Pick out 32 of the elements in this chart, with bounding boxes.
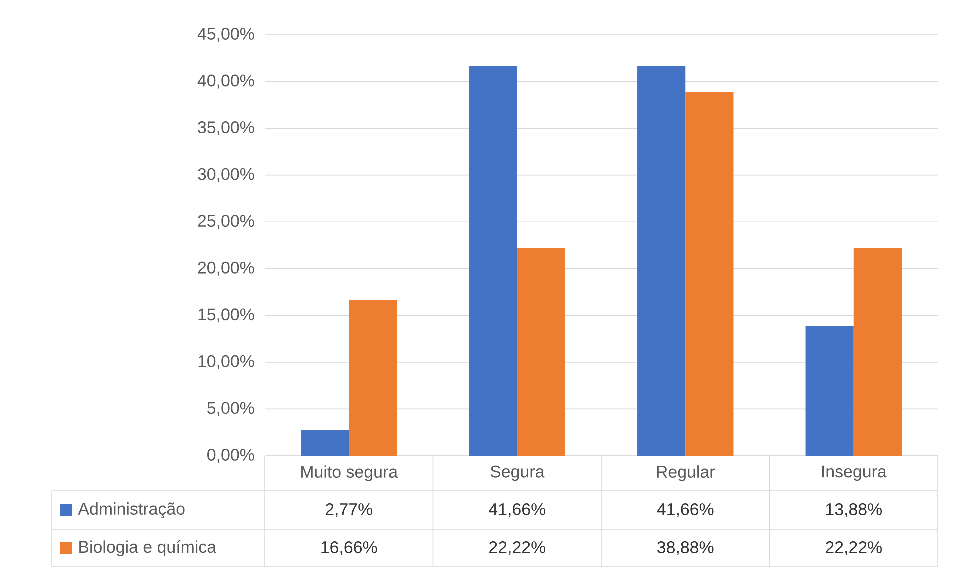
- y-tick-label: 10,00%: [198, 355, 254, 370]
- data-label: 13,88%: [826, 503, 882, 518]
- bar: [638, 66, 686, 456]
- x-tick-label: Muito segura: [302, 466, 398, 482]
- data-label: 16,66%: [322, 541, 378, 556]
- bar: [517, 248, 566, 456]
- bar: [686, 92, 734, 456]
- bar: [854, 248, 902, 456]
- data-label: 22,22%: [490, 541, 546, 556]
- y-tick-label: 20,00%: [198, 262, 254, 276]
- y-tick-label: 40,00%: [198, 74, 254, 89]
- x-tick-label: Segura: [490, 466, 545, 482]
- y-tick-label: 5,00%: [208, 402, 254, 416]
- y-tick-label: 35,00%: [198, 122, 254, 136]
- x-tick-label: Regular: [657, 466, 715, 482]
- bar: [301, 430, 350, 456]
- y-tick-label: 15,00%: [198, 308, 254, 323]
- data-label: 2,77%: [326, 503, 373, 518]
- legend-label: Administração: [78, 502, 185, 518]
- data-label: 38,88%: [658, 541, 714, 556]
- data-label: 41,66%: [657, 503, 714, 518]
- data-label: 41,66%: [489, 503, 546, 518]
- y-tick-label: 25,00%: [198, 215, 254, 230]
- legend-label: Biologia e química: [80, 540, 217, 556]
- y-tick-label: 45,00%: [198, 28, 254, 42]
- x-tick-label: Insegura: [822, 466, 887, 482]
- data-label: 22,22%: [826, 541, 882, 556]
- y-tick-label: 30,00%: [198, 168, 254, 182]
- bar: [349, 300, 398, 456]
- bar: [469, 66, 518, 456]
- bar: [806, 326, 854, 456]
- y-tick-label: 0,00%: [208, 448, 254, 463]
